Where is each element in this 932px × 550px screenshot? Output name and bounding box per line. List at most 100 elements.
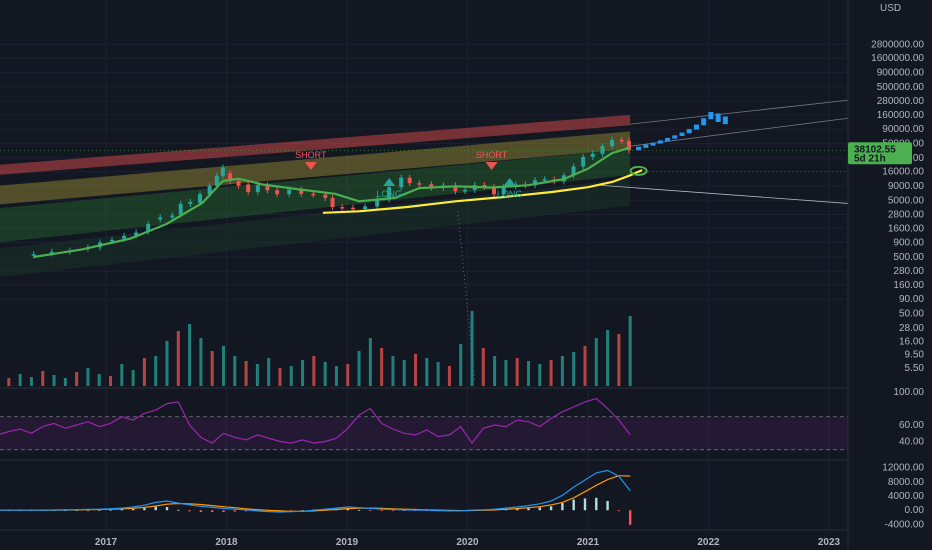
volume-bar-33	[368, 338, 372, 386]
volume-bar-23	[255, 364, 259, 386]
candle-1	[49, 251, 54, 254]
macd-hist-47	[527, 508, 530, 511]
volume-bar-40	[447, 366, 451, 386]
candle-17	[228, 173, 233, 181]
rsi-band	[0, 416, 848, 450]
volume-bar-49	[549, 360, 553, 386]
trend-lines	[0, 99, 849, 383]
candle-0	[31, 254, 36, 256]
time-tick-2018: 2018	[215, 537, 238, 548]
volume-bar-21	[233, 356, 237, 386]
candle-31	[375, 199, 380, 207]
volume-bar-5	[52, 375, 56, 386]
price-tick-20: 28.00	[899, 323, 924, 334]
candle-14	[207, 185, 212, 195]
volume-bar-30	[334, 366, 338, 386]
volume-bar-36	[402, 360, 406, 386]
price-pane[interactable]: SHORT LONG SHORT LONG	[0, 0, 849, 383]
candle-5	[110, 239, 115, 242]
candle-36	[429, 184, 434, 188]
macd-hist-49	[549, 506, 553, 511]
price-tick-1: 1600000.00	[871, 53, 924, 64]
volume-bar-26	[289, 366, 293, 386]
macd-hist-37	[414, 510, 417, 512]
macd-hist-56	[628, 510, 632, 525]
short-label-0: SHORT	[295, 150, 327, 160]
volume-bar-38	[425, 358, 429, 386]
macd-tick-2: 4000.00	[888, 491, 925, 502]
volume-bar-50	[560, 356, 564, 386]
price-tick-13: 1600.00	[888, 223, 925, 234]
candle-13	[197, 194, 202, 203]
volume-pane	[7, 311, 632, 386]
dotted-leader	[457, 211, 476, 383]
candle-54	[610, 139, 615, 147]
projection-bar-10	[708, 112, 714, 120]
projection-bar-12	[722, 116, 728, 125]
volume-bar-4	[41, 371, 45, 386]
candle-23	[287, 189, 292, 195]
volume-bar-11	[120, 364, 124, 386]
bar-countdown: 5d 21h	[854, 153, 886, 164]
volume-bar-13	[142, 358, 146, 386]
projection-bar-9	[701, 118, 707, 126]
projection-bar-1	[643, 144, 649, 148]
candle-7	[134, 232, 139, 236]
price-tick-22: 9.50	[905, 350, 925, 361]
candle-20	[255, 185, 260, 192]
macd-hist-48	[538, 507, 541, 511]
volume-bar-16	[176, 331, 180, 386]
moving-average-line	[322, 169, 643, 214]
volume-bar-20	[221, 346, 225, 386]
volume-bar-54	[606, 330, 610, 386]
long-arrow-1	[383, 178, 396, 186]
macd-hist-27	[301, 510, 304, 512]
macd-hist-31	[346, 508, 349, 511]
long-arrow-3	[503, 178, 516, 186]
time-tick-2017: 2017	[95, 537, 118, 548]
short-arrow-2	[485, 162, 498, 170]
macd-hist-22	[244, 510, 248, 512]
candle-35	[417, 183, 422, 185]
candle-39	[463, 189, 468, 192]
volume-bar-27	[301, 360, 305, 386]
volume-bar-46	[515, 358, 519, 386]
channel-green	[0, 149, 631, 243]
rsi-tick-2: 40.00	[899, 437, 924, 448]
candle-21	[265, 185, 270, 191]
macd-pane[interactable]	[0, 469, 632, 525]
macd-hist-18	[199, 510, 203, 512]
long-label-3: LONG	[497, 189, 523, 199]
price-tick-4: 280000.00	[877, 96, 925, 107]
candle-52	[590, 153, 595, 157]
time-axis[interactable]: 2017 2018 2019 2020 2021 2022 2023	[95, 537, 841, 548]
rsi-pane[interactable]	[0, 397, 848, 451]
price-tick-15: 500.00	[893, 252, 924, 263]
price-tick-10: 9000.00	[888, 181, 925, 192]
trendline-down	[600, 184, 849, 204]
macd-hist-32	[357, 509, 361, 511]
volume-bar-31	[346, 364, 350, 386]
projection-bar-2	[650, 142, 656, 146]
price-tick-3: 500000.00	[877, 82, 925, 93]
candle-46	[532, 180, 537, 186]
candle-28	[340, 207, 345, 209]
macd-hist-12	[131, 508, 135, 511]
candle-25	[311, 193, 316, 196]
price-tick-5: 160000.00	[877, 110, 925, 121]
candle-9	[158, 217, 163, 220]
candle-29	[351, 207, 356, 210]
rsi-axis: 100.00 60.00 40.00	[893, 387, 924, 448]
macd-hist-11	[120, 509, 124, 511]
candle-10	[170, 215, 175, 218]
macd-hist-13	[143, 508, 146, 511]
last-price-badge: 38102.55 5d 21h	[848, 142, 912, 165]
candle-24	[299, 189, 304, 194]
volume-bar-42	[470, 311, 474, 386]
volume-bar-19	[210, 351, 214, 386]
channel-red	[0, 114, 631, 175]
candle-8	[146, 224, 151, 232]
volume-bar-44	[493, 356, 497, 386]
candle-33	[399, 177, 404, 188]
